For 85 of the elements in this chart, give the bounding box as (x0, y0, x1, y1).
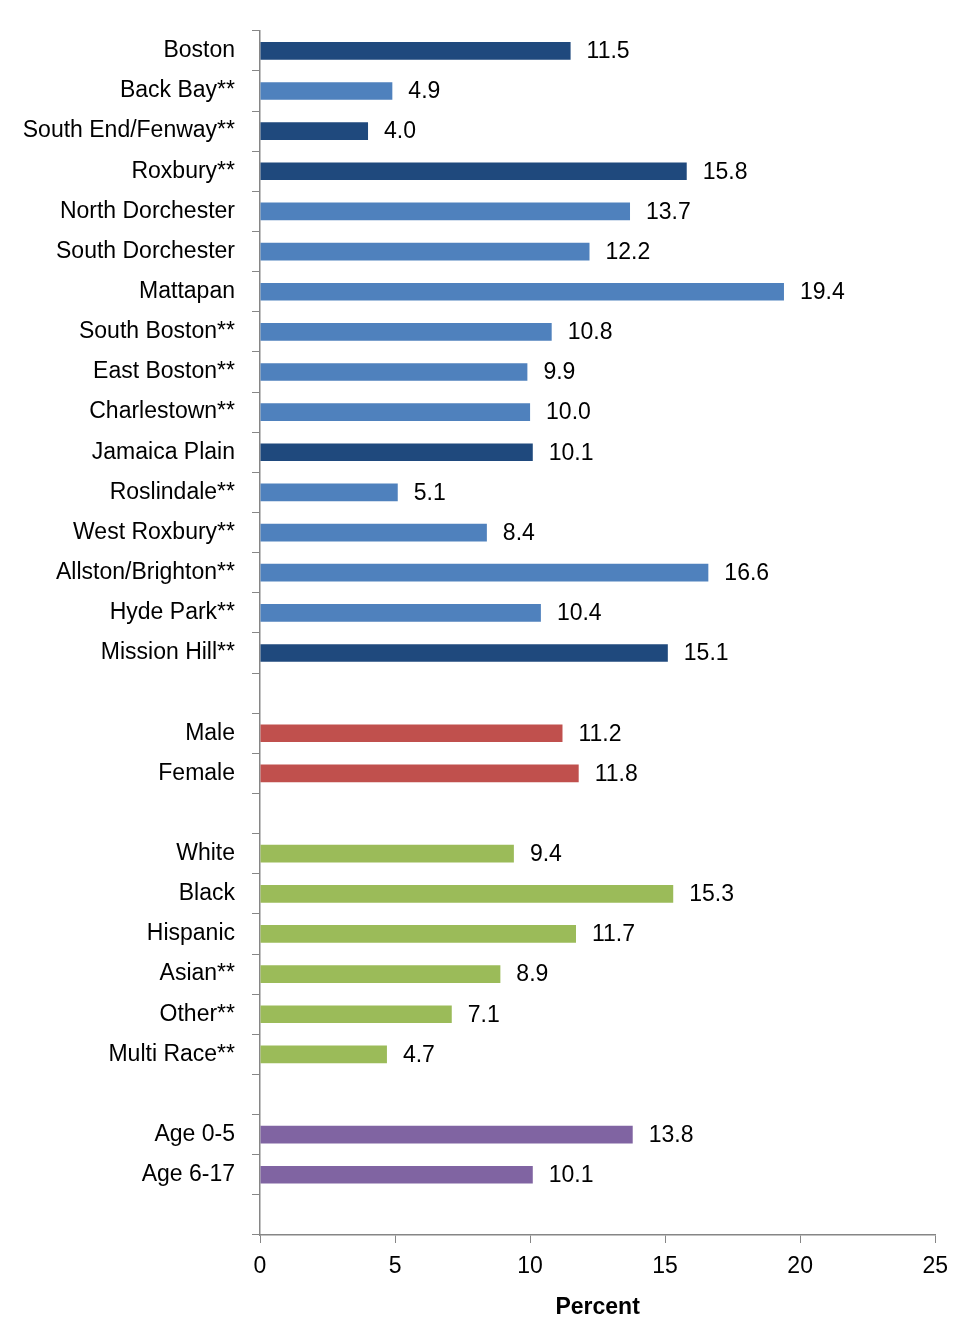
bar (260, 242, 590, 261)
bar (260, 925, 576, 943)
data-label: 15.8 (702, 157, 748, 184)
data-label: 4.9 (408, 77, 441, 104)
data-label: 8.9 (516, 960, 549, 987)
data-label: 11.5 (586, 37, 630, 64)
y-tick-label: Mission Hill** (100, 638, 236, 665)
bar (260, 323, 552, 341)
bar (260, 162, 687, 181)
y-tick-label: South Dorchester (56, 236, 236, 263)
y-tick-label: Multi Race** (108, 1039, 236, 1066)
data-label: 11.8 (594, 759, 638, 786)
y-tick-label: Male (185, 718, 235, 745)
bar (260, 202, 631, 221)
y-tick-label: North Dorchester (59, 196, 236, 223)
data-label: 15.3 (689, 880, 734, 907)
y-tick-label: Roslindale** (109, 477, 236, 504)
bar (260, 42, 571, 60)
bar (260, 82, 393, 100)
data-label: 10.4 (556, 599, 602, 626)
data-label: 10.8 (567, 318, 613, 345)
bar (260, 282, 784, 301)
data-label: 9.9 (543, 358, 576, 385)
data-label: 7.1 (467, 1000, 500, 1027)
data-label: 10.1 (548, 438, 594, 465)
data-label: 8.4 (502, 518, 536, 545)
data-label: 9.4 (529, 840, 563, 867)
data-label: 4.7 (402, 1040, 435, 1067)
y-tick-label: Hispanic (146, 919, 235, 946)
y-tick-label: Female (158, 758, 235, 785)
data-label: 10.0 (546, 398, 591, 425)
bar (260, 403, 531, 421)
y-tick-label: West Roxbury** (73, 517, 236, 544)
bar (260, 1005, 452, 1024)
bar (260, 644, 668, 662)
bar (260, 764, 579, 783)
y-tick-label: Roxbury** (131, 156, 236, 183)
bar (260, 1125, 633, 1144)
x-tick-label: 15 (652, 1252, 678, 1279)
bar (260, 1045, 387, 1064)
bar (260, 724, 563, 743)
y-tick-label: Jamaica Plain (91, 437, 235, 464)
bar (260, 1165, 533, 1184)
data-label: 13.7 (646, 197, 691, 224)
y-tick-label: South Boston** (78, 317, 236, 344)
bar (260, 122, 369, 140)
data-label: 12.2 (605, 237, 651, 264)
x-tick-label: 10 (517, 1252, 543, 1279)
y-tick-label: Black (178, 879, 236, 906)
bar (260, 884, 674, 903)
data-label: 10.1 (548, 1161, 594, 1188)
data-label: 4.0 (384, 117, 417, 144)
bar (260, 483, 398, 502)
bar (260, 844, 514, 863)
bar (260, 563, 709, 582)
data-label: 13.8 (648, 1120, 694, 1147)
y-tick-label: Age 0-5 (154, 1119, 235, 1146)
bar (260, 604, 541, 622)
data-label: 11.2 (578, 719, 622, 746)
x-tick-label: 25 (922, 1252, 949, 1279)
bar (260, 443, 533, 462)
y-tick-label: East Boston** (93, 357, 236, 384)
x-tick-label: 0 (253, 1252, 267, 1279)
y-tick-label: Other** (159, 999, 236, 1026)
y-tick-label: Allston/Brighton** (56, 558, 236, 585)
y-tick-label: South End/Fenway** (22, 116, 236, 143)
y-tick-label: Mattapan (139, 277, 235, 304)
y-tick-label: Boston (163, 36, 235, 63)
y-tick-label: Back Bay** (119, 76, 236, 103)
y-tick-label: White (176, 839, 235, 866)
x-axis-title: Percent (555, 1292, 641, 1319)
y-tick-label: Hyde Park** (109, 598, 236, 625)
data-label: 19.4 (799, 278, 845, 305)
data-label: 15.1 (683, 639, 729, 666)
bar (260, 363, 528, 381)
data-label: 5.1 (413, 478, 446, 505)
bar (260, 523, 487, 542)
data-label: 16.6 (724, 559, 770, 586)
bar (260, 965, 501, 983)
y-tick-label: Age 6-17 (141, 1160, 235, 1187)
data-label: 11.7 (592, 920, 636, 947)
x-tick-label: 20 (787, 1252, 813, 1279)
x-tick-label: 5 (388, 1252, 402, 1279)
y-tick-label: Charlestown** (89, 397, 236, 424)
y-tick-label: Asian** (159, 959, 236, 986)
